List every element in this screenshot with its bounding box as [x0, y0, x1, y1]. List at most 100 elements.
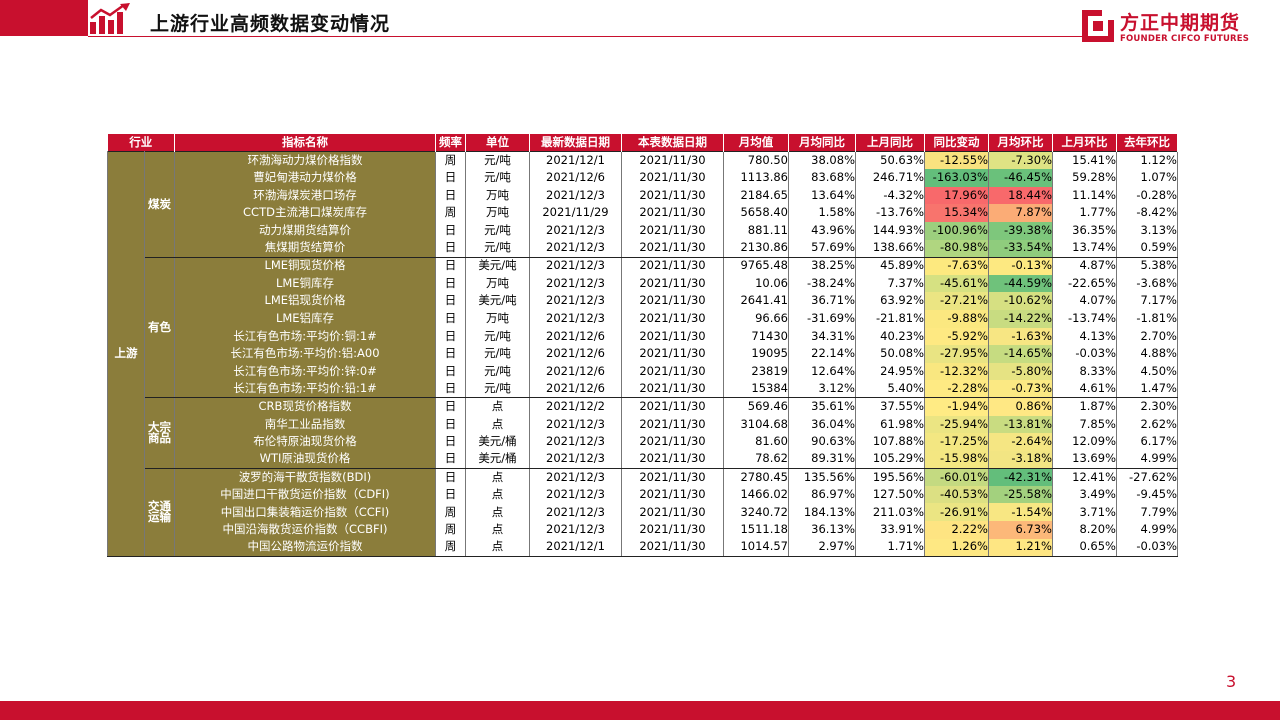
table-body: 上游 煤炭 环渤海动力煤价格指数周元/吨 2021/12/1 2021/11/30 780… [107, 151, 1178, 557]
mom-cell: -42.31% [988, 467, 1053, 486]
latest-date-cell: 2021/12/3 [529, 415, 622, 434]
mom-cell: -7.30% [988, 151, 1053, 170]
yoy-cell: 83.68% [788, 169, 856, 187]
last-year-mom-cell: -9.45% [1116, 485, 1178, 504]
unit-cell: 元/吨 [465, 380, 530, 399]
last-year-mom-cell: 4.99% [1116, 521, 1178, 539]
prev-yoy-cell: 61.98% [855, 415, 925, 434]
unit-cell: 万吨 [465, 309, 530, 328]
table-date-cell: 2021/11/30 [621, 450, 724, 469]
prev-yoy-cell: 50.08% [855, 345, 925, 363]
frequency-cell: 周 [435, 204, 466, 222]
mom-cell: -14.65% [988, 345, 1053, 363]
monthly-avg-cell: 23819 [723, 362, 789, 381]
yoy-change-cell: -1.94% [924, 397, 989, 416]
col-header-latest-date: 最新数据日期 [529, 134, 622, 152]
prev-mom-cell: -22.65% [1052, 274, 1117, 293]
table-row: 环渤海煤炭港口场存日万吨 2021/12/3 2021/11/30 2184.65 13… [108, 186, 1178, 205]
col-header-frequency: 频率 [435, 134, 466, 152]
latest-date-cell: 2021/12/2 [529, 397, 622, 416]
monthly-avg-cell: 9765.48 [723, 256, 789, 275]
prev-mom-cell: 0.65% [1052, 538, 1117, 557]
frequency-cell: 周 [435, 521, 466, 539]
monthly-avg-cell: 10.06 [723, 274, 789, 293]
prev-yoy-cell: 195.56% [855, 467, 925, 486]
yoy-cell: -38.24% [788, 274, 856, 293]
indicator-name-cell: 环渤海煤炭港口场存 [174, 186, 436, 205]
mom-cell: -10.62% [988, 292, 1053, 310]
mom-cell: 6.73% [988, 521, 1053, 539]
last-year-mom-cell: 1.07% [1116, 169, 1178, 187]
unit-cell: 元/吨 [465, 221, 530, 240]
indicator-name-cell: 环渤海动力煤价格指数 [174, 151, 436, 170]
yoy-change-cell: -27.21% [924, 292, 989, 310]
frequency-cell: 日 [435, 433, 466, 451]
mom-cell: -44.59% [988, 274, 1053, 293]
table-row: 动力煤期货结算价日元/吨 2021/12/3 2021/11/30 881.11 43.… [108, 221, 1178, 240]
yoy-change-cell: -15.98% [924, 450, 989, 469]
frequency-cell: 日 [435, 256, 466, 275]
mom-cell: -39.38% [988, 221, 1053, 240]
yoy-change-cell: -27.95% [924, 345, 989, 363]
indicator-name-cell: CRB现货价格指数 [174, 397, 436, 416]
mom-cell: -3.18% [988, 450, 1053, 469]
monthly-avg-cell: 1466.02 [723, 485, 789, 504]
monthly-avg-cell: 3104.68 [723, 415, 789, 434]
unit-cell: 点 [465, 521, 530, 539]
brand-subtitle: FOUNDER CIFCO FUTURES [1120, 34, 1250, 44]
yoy-cell: 2.97% [788, 538, 856, 557]
latest-date-cell: 2021/12/3 [529, 433, 622, 451]
table-date-cell: 2021/11/30 [621, 397, 724, 416]
prev-yoy-cell: 33.91% [855, 521, 925, 539]
last-year-mom-cell: 1.47% [1116, 380, 1178, 399]
yoy-cell: -31.69% [788, 309, 856, 328]
monthly-avg-cell: 780.50 [723, 151, 789, 170]
table-row: 中国沿海散货运价指数（CCBFI) 周点 2021/12/3 2021/11/30 15… [108, 521, 1178, 539]
table-row: 焦煤期货结算价日元/吨 2021/12/3 2021/11/30 2130.86 57.… [108, 239, 1178, 258]
prev-yoy-cell: 7.37% [855, 274, 925, 293]
yoy-cell: 86.97% [788, 485, 856, 504]
table-row: 长江有色市场:平均价:铅:1# 日元/吨 2021/12/6 2021/11/30 15… [108, 380, 1178, 399]
title-divider [88, 36, 1088, 37]
indicator-name-cell: LME铜库存 [174, 274, 436, 293]
indicator-name-cell: 中国公路物流运价指数 [174, 538, 436, 557]
col-header-mom: 月均环比 [988, 134, 1053, 152]
monthly-avg-cell: 5658.40 [723, 204, 789, 222]
last-year-mom-cell: 2.70% [1116, 327, 1178, 346]
table-row: 长江有色市场:平均价:铝:A00 日元/吨 2021/12/6 2021/11/30 1… [108, 345, 1178, 363]
mom-cell: 1.21% [988, 538, 1053, 557]
col-header-industry: 行业 [107, 134, 175, 152]
group-label: 有色 [148, 319, 171, 334]
yoy-cell: 89.31% [788, 450, 856, 469]
unit-cell: 美元/桶 [465, 433, 530, 451]
yoy-change-cell: 15.34% [924, 204, 989, 222]
prev-yoy-cell: 63.92% [855, 292, 925, 310]
mom-cell: -2.64% [988, 433, 1053, 451]
frequency-cell: 日 [435, 467, 466, 486]
indicator-name-cell: LME铜现货价格 [174, 256, 436, 275]
prev-yoy-cell: -13.76% [855, 204, 925, 222]
frequency-cell: 日 [435, 274, 466, 293]
group-cell: 大宗 商品 [144, 397, 175, 469]
unit-cell: 点 [465, 467, 530, 486]
page-number: 3 [1226, 672, 1237, 691]
table-row: 中国公路物流运价指数周点 2021/12/1 2021/11/30 1014.57 2.… [108, 538, 1178, 557]
table-row: 中国进口干散货运价指数（CDFI) 日点 2021/12/3 2021/11/30 14… [108, 485, 1178, 504]
latest-date-cell: 2021/11/29 [529, 204, 622, 222]
mom-cell: -5.80% [988, 362, 1053, 381]
yoy-change-cell: -5.92% [924, 327, 989, 346]
table-date-cell: 2021/11/30 [621, 467, 724, 486]
prev-mom-cell: 13.69% [1052, 450, 1117, 469]
yoy-change-cell: 1.26% [924, 538, 989, 557]
table-row: 交通 运输 波罗的海干散货指数(BDI) 日点 2021/12/3 2021/11/30… [108, 467, 1178, 557]
yoy-cell: 43.96% [788, 221, 856, 240]
prev-yoy-cell: 107.88% [855, 433, 925, 451]
last-year-mom-cell: 4.88% [1116, 345, 1178, 363]
monthly-avg-cell: 96.66 [723, 309, 789, 328]
latest-date-cell: 2021/12/6 [529, 169, 622, 187]
prev-yoy-cell: 1.71% [855, 538, 925, 557]
prev-mom-cell: 7.85% [1052, 415, 1117, 434]
indicator-name-cell: WTI原油现货价格 [174, 450, 436, 469]
indicator-name-cell: 中国进口干散货运价指数（CDFI) [174, 485, 436, 504]
prev-mom-cell: 8.33% [1052, 362, 1117, 381]
